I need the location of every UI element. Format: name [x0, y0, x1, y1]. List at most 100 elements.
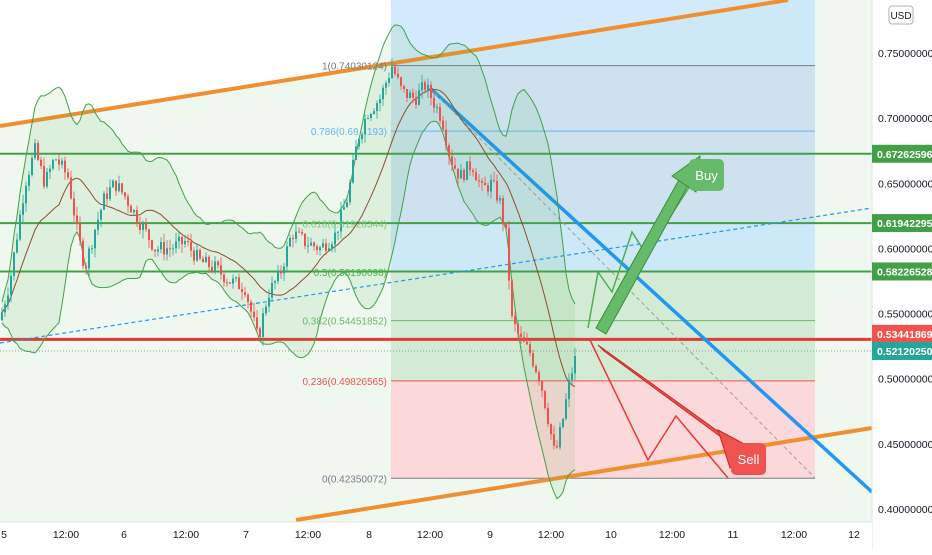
candle-body	[217, 261, 219, 266]
candle-body	[319, 247, 321, 251]
candle-body	[349, 182, 351, 203]
candle	[163, 233, 165, 261]
candle	[565, 393, 567, 421]
candle-body	[73, 198, 75, 216]
candle	[388, 72, 390, 87]
candle-body	[475, 172, 477, 181]
candle	[178, 231, 180, 249]
candle-body	[199, 249, 201, 259]
candle	[280, 265, 282, 279]
candle	[517, 321, 519, 342]
candle-body	[10, 275, 12, 296]
candle-body	[571, 373, 573, 380]
candle-body	[379, 99, 381, 104]
candle	[418, 83, 420, 106]
candle	[211, 260, 213, 274]
candle	[19, 210, 21, 242]
candle	[355, 140, 357, 161]
candle	[265, 303, 267, 317]
candle	[193, 247, 195, 265]
candle	[337, 231, 339, 241]
candle	[16, 233, 18, 254]
candle	[37, 140, 39, 162]
candle-body	[271, 282, 273, 298]
candle	[61, 157, 63, 169]
candle	[463, 168, 465, 183]
candle-body	[427, 84, 429, 90]
candle-body	[334, 232, 336, 245]
candle-body	[478, 180, 480, 182]
candle	[223, 272, 225, 287]
candle	[430, 81, 432, 106]
candle-body	[277, 270, 279, 282]
buy-label: Buy	[695, 168, 718, 183]
price-tag-1-bg	[872, 342, 932, 361]
sell-path-line	[589, 339, 729, 479]
time-tick-label: 12:00	[781, 529, 807, 541]
time-tick-label: 11	[728, 529, 739, 541]
candle-body	[187, 241, 189, 243]
candle	[22, 194, 24, 224]
candle	[538, 369, 540, 386]
candle-body	[109, 187, 111, 200]
candle-body	[346, 202, 348, 208]
candle	[1, 307, 3, 322]
price-tick-label: 0.50000000	[878, 374, 932, 386]
price-tag-1: 0.52120250	[877, 346, 932, 358]
candle-body	[46, 172, 48, 187]
candle	[88, 246, 90, 278]
candle	[520, 326, 522, 344]
candle-body	[103, 193, 105, 210]
candle	[325, 238, 327, 256]
candle	[64, 156, 66, 180]
candle	[514, 310, 516, 332]
candle-body	[178, 236, 180, 242]
fib-label-0-5: 0.5(0.58190098)	[314, 268, 387, 279]
candle-body	[331, 244, 333, 249]
candle-body	[1, 312, 3, 321]
candle-body	[568, 379, 570, 400]
candle	[25, 181, 27, 213]
candle-body	[352, 159, 354, 183]
level-price-tag-0-bg	[872, 144, 932, 163]
candle	[259, 326, 261, 339]
candle-body	[259, 328, 261, 337]
candle-body	[436, 106, 438, 108]
candle	[34, 139, 36, 160]
candle	[427, 78, 429, 98]
candle-body	[67, 172, 69, 178]
candle	[232, 274, 234, 289]
candle	[364, 114, 366, 143]
candle-body	[85, 266, 87, 269]
candle-body	[400, 77, 402, 86]
candle	[214, 256, 216, 275]
candle-body	[325, 243, 327, 251]
candle-body	[445, 129, 447, 146]
candle-body	[241, 289, 243, 292]
candle-body	[4, 304, 6, 313]
candle-body	[133, 209, 135, 213]
candle-body	[100, 209, 102, 220]
candle	[13, 251, 15, 281]
candle	[136, 205, 138, 228]
fib-label-0-382: 0.382(0.54451852)	[302, 317, 387, 328]
candle-body	[244, 291, 246, 295]
candle-body	[214, 261, 216, 271]
candle-body	[376, 103, 378, 112]
candle-body	[238, 277, 240, 290]
candle	[289, 234, 291, 248]
candle-body	[142, 223, 144, 231]
candle-body	[466, 161, 468, 180]
candle-body	[511, 280, 513, 316]
candle	[229, 281, 231, 285]
candle-body	[220, 265, 222, 275]
candle	[397, 67, 399, 80]
candle-body	[538, 372, 540, 382]
candle	[190, 233, 192, 258]
candle-body	[370, 113, 372, 119]
price-tick-label: 0.65000000	[878, 178, 932, 190]
candle	[220, 257, 222, 280]
candle	[385, 80, 387, 95]
